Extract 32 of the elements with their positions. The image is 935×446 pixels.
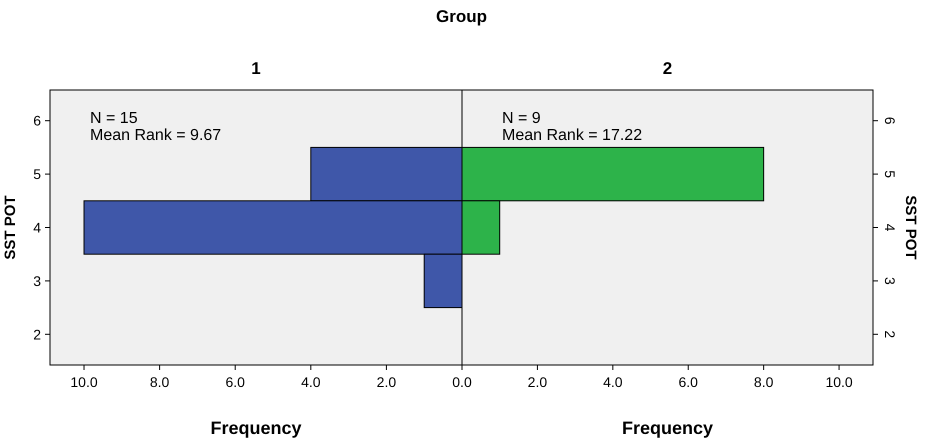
x-tick-label: 4.0	[603, 374, 623, 390]
y-tick-label: 3	[33, 272, 42, 289]
chart-subtitle: Group	[436, 7, 487, 26]
annotation: N = 15	[90, 110, 138, 127]
y-tick-label: 6	[33, 112, 42, 129]
annotation: Mean Rank = 17.22	[502, 127, 642, 144]
y-tick-label: 6	[882, 116, 898, 125]
y-tick-label: 3	[882, 277, 898, 285]
x-tick-label: 2.0	[528, 374, 548, 390]
y-tick-label: 4	[882, 224, 898, 232]
y-tick-label: 2	[882, 330, 898, 338]
y-tick-label: 4	[33, 220, 42, 236]
chart-title: 1	[251, 59, 261, 78]
x-tick-label: 6.0	[225, 374, 246, 390]
x-axis-title: Frequency	[210, 418, 302, 438]
x-tick-label: 4.0	[301, 374, 321, 390]
x-tick-label: 8.0	[150, 374, 170, 390]
x-tick-label: 10.0	[70, 374, 98, 390]
x-tick-label: 8.0	[754, 374, 774, 390]
annotation: Mean Rank = 9.67	[90, 127, 222, 144]
x-tick-label: 2.0	[376, 374, 396, 390]
y-tick-label: 5	[33, 166, 42, 182]
x-tick-label: 6.0	[678, 374, 698, 390]
y2-axis-title: SST POT	[902, 195, 919, 260]
chart-title: 2	[662, 59, 672, 78]
x-tick-label: 10.0	[825, 374, 853, 390]
y-tick-label: 5	[882, 170, 898, 178]
annotation: N = 9	[502, 110, 541, 127]
x-axis-title: Frequency	[622, 418, 714, 438]
y-axis-title: SST POT	[2, 195, 19, 260]
x-tick-label: 0.0	[452, 374, 472, 390]
y-tick-label: 2	[33, 326, 42, 342]
